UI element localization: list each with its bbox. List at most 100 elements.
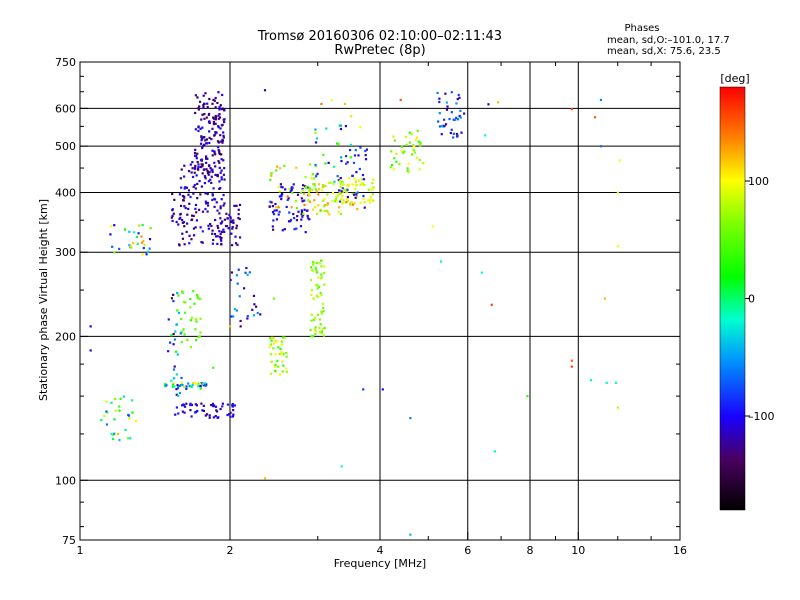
data-point xyxy=(134,420,138,423)
data-point xyxy=(229,215,232,219)
data-point xyxy=(310,177,313,180)
data-point xyxy=(214,405,218,408)
data-point xyxy=(189,163,192,166)
data-point xyxy=(614,381,618,384)
data-point xyxy=(203,117,206,120)
data-point xyxy=(179,177,182,180)
data-point xyxy=(416,129,419,132)
data-point xyxy=(178,391,182,395)
data-point xyxy=(180,340,183,344)
data-point xyxy=(197,107,200,110)
data-point xyxy=(330,99,333,102)
data-point xyxy=(198,179,201,183)
data-point xyxy=(211,198,214,202)
data-point xyxy=(320,293,323,297)
data-point xyxy=(306,214,309,218)
data-point xyxy=(174,330,177,333)
data-point xyxy=(217,91,220,94)
data-point xyxy=(345,190,348,193)
data-point xyxy=(339,179,342,183)
data-point xyxy=(285,351,288,355)
data-point xyxy=(220,239,223,242)
data-point xyxy=(196,182,199,186)
data-point xyxy=(199,165,203,169)
data-point xyxy=(207,120,211,124)
data-point xyxy=(259,313,262,316)
data-point xyxy=(202,144,205,148)
data-point xyxy=(307,193,311,196)
data-point xyxy=(193,381,196,385)
data-point xyxy=(363,206,366,209)
data-point xyxy=(214,153,217,156)
data-point xyxy=(349,201,352,205)
data-point xyxy=(111,245,114,248)
data-point xyxy=(365,148,368,151)
data-point xyxy=(183,311,187,314)
data-point xyxy=(279,183,282,186)
data-point xyxy=(312,177,316,180)
data-point xyxy=(356,207,359,211)
data-point xyxy=(195,154,198,158)
data-point xyxy=(339,176,342,180)
data-point xyxy=(280,185,283,189)
data-point xyxy=(221,220,224,223)
data-point xyxy=(203,112,206,116)
data-point xyxy=(301,215,304,218)
data-point xyxy=(228,213,231,216)
data-point xyxy=(302,189,305,192)
data-point xyxy=(453,118,457,121)
data-point xyxy=(188,242,191,245)
data-point xyxy=(269,353,273,356)
data-point xyxy=(350,201,353,204)
data-point xyxy=(283,228,286,231)
data-point xyxy=(361,183,364,186)
data-point xyxy=(400,150,403,153)
data-point xyxy=(128,230,131,233)
data-point xyxy=(231,403,234,406)
data-point xyxy=(350,115,353,118)
data-point xyxy=(180,317,183,321)
data-point xyxy=(181,221,184,224)
data-point xyxy=(191,161,194,164)
data-point xyxy=(232,409,235,412)
data-point xyxy=(296,215,299,218)
data-point xyxy=(341,181,345,184)
data-point xyxy=(603,297,606,300)
data-point xyxy=(285,355,288,358)
data-point xyxy=(135,235,139,239)
data-point xyxy=(199,226,202,229)
data-point xyxy=(314,141,318,144)
data-point xyxy=(287,197,290,200)
data-point xyxy=(212,98,215,102)
data-point xyxy=(343,102,347,106)
data-point xyxy=(339,185,342,188)
data-point xyxy=(218,212,221,215)
data-point xyxy=(142,240,145,243)
data-point xyxy=(450,91,453,94)
data-point xyxy=(192,382,195,385)
data-point xyxy=(170,379,173,382)
data-point xyxy=(275,218,279,221)
data-point xyxy=(322,199,325,202)
data-point xyxy=(89,325,92,328)
data-point xyxy=(364,149,367,153)
data-point xyxy=(127,413,130,417)
data-point xyxy=(364,153,367,157)
data-point xyxy=(189,402,192,405)
data-point xyxy=(244,271,247,274)
data-point xyxy=(197,108,200,111)
data-point xyxy=(110,401,113,404)
data-point xyxy=(320,332,323,335)
data-point xyxy=(196,160,199,164)
data-point xyxy=(207,227,210,230)
data-point xyxy=(231,225,234,229)
data-point xyxy=(216,175,220,178)
data-point xyxy=(419,143,422,146)
data-point xyxy=(362,194,365,198)
data-point xyxy=(337,194,340,197)
data-point xyxy=(190,415,193,418)
data-point xyxy=(174,413,177,416)
data-point xyxy=(222,204,225,207)
data-point xyxy=(178,384,181,388)
data-point xyxy=(460,131,463,134)
